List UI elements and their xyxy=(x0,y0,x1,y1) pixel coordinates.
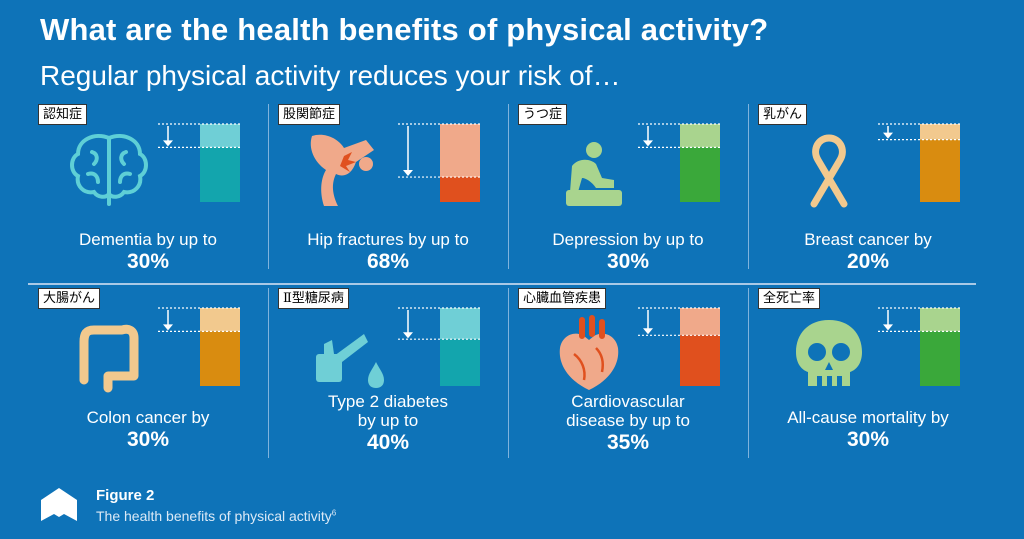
bar-reduced-segment xyxy=(200,308,240,332)
benefit-percent: 30% xyxy=(606,250,650,273)
japanese-label: 乳がん xyxy=(758,104,808,125)
down-arrow-icon xyxy=(163,140,173,147)
benefit-cell-breast: 乳がん Breast cancer by 20% xyxy=(748,104,988,284)
bar-remaining-segment xyxy=(440,177,480,202)
figure-caption-text: The health benefits of physical activity xyxy=(96,508,332,524)
benefit-caption: Dementia by up to xyxy=(79,230,217,249)
reduction-bar xyxy=(158,123,240,202)
ribbon-icon xyxy=(810,134,848,208)
reduction-bar xyxy=(398,123,480,202)
down-arrow-icon xyxy=(643,140,653,147)
down-arrow-icon xyxy=(643,328,653,335)
column-divider xyxy=(748,288,749,458)
glucose-test-icon xyxy=(316,334,384,388)
benefit-percent: 30% xyxy=(846,428,890,451)
bar-reduced-segment xyxy=(680,124,720,148)
bar-remaining-segment xyxy=(680,147,720,202)
benefit-percent: 35% xyxy=(606,431,650,454)
benefit-cell-dementia: 認知症 Dementia by up to 30% xyxy=(28,104,268,284)
column-divider xyxy=(508,104,509,269)
hip-joint-icon xyxy=(310,134,374,206)
benefit-cell-depression: うつ症 Depression by up to 30% xyxy=(508,104,748,284)
figure-reference: 6 xyxy=(331,508,337,518)
benefit-cell-hip: 股関節症 Hip fractures by up to 68% xyxy=(268,104,508,284)
sitting-person-icon xyxy=(566,142,622,206)
column-divider xyxy=(748,104,749,269)
bar-reduced-segment xyxy=(440,308,480,340)
bar-remaining-segment xyxy=(200,147,240,202)
bar-reduced-segment xyxy=(920,308,960,332)
japanese-label: 全死亡率 xyxy=(758,288,821,309)
benefit-percent: 68% xyxy=(366,250,410,273)
down-arrow-icon xyxy=(403,170,413,177)
page-subtitle: Regular physical activity reduces your r… xyxy=(40,60,621,91)
reduction-bar xyxy=(398,307,480,386)
benefit-cell-mortality: 全死亡率 All-cause mortality by 30% xyxy=(748,288,988,468)
benefit-caption: Type 2 diabetes xyxy=(327,392,449,411)
reduction-bar xyxy=(878,123,960,202)
japanese-label: Ⅱ型糖尿病 xyxy=(278,288,349,309)
benefit-caption: Cardiovascular xyxy=(571,392,685,411)
figure-label: Figure 2 xyxy=(96,487,155,504)
bar-reduced-segment xyxy=(680,308,720,336)
page-title: What are the health benefits of physical… xyxy=(40,12,769,47)
skull-icon xyxy=(796,320,862,386)
bar-remaining-segment xyxy=(440,339,480,386)
benefit-percent: 30% xyxy=(126,250,170,273)
bar-reduced-segment xyxy=(200,124,240,148)
benefit-caption: Colon cancer by xyxy=(86,408,210,427)
benefit-caption: Breast cancer by xyxy=(804,230,932,249)
benefit-caption: disease by up to xyxy=(566,411,690,430)
bar-remaining-segment xyxy=(200,331,240,386)
benefit-cell-diabetes: Ⅱ型糖尿病 Type 2 diabetes by up to 40% xyxy=(268,288,508,468)
column-divider xyxy=(508,288,509,458)
colon-icon xyxy=(79,324,139,393)
bar-remaining-segment xyxy=(920,139,960,202)
benefit-caption: Hip fractures by up to xyxy=(307,230,469,249)
reduction-bar xyxy=(638,123,720,202)
bar-reduced-segment xyxy=(440,124,480,178)
benefit-caption: Depression by up to xyxy=(552,230,704,249)
reduction-bar xyxy=(158,307,240,386)
logo-icon xyxy=(41,488,77,521)
reduction-bar xyxy=(878,307,960,386)
bar-remaining-segment xyxy=(680,335,720,386)
heart-icon xyxy=(559,315,619,390)
japanese-label: うつ症 xyxy=(518,104,568,125)
japanese-label: 認知症 xyxy=(38,104,88,125)
down-arrow-icon xyxy=(883,132,893,139)
down-arrow-icon xyxy=(883,324,893,331)
figure-caption: The health benefits of physical activity… xyxy=(96,508,336,524)
benefit-percent: 40% xyxy=(366,431,410,454)
benefit-percent: 20% xyxy=(846,250,890,273)
japanese-label: 心臓血管疾患 xyxy=(518,288,607,309)
brain-icon xyxy=(70,134,148,206)
column-divider xyxy=(268,104,269,269)
bar-reduced-segment xyxy=(920,124,960,140)
column-divider xyxy=(268,288,269,458)
benefit-cell-colon: 大腸がん Colon cancer by 30% xyxy=(28,288,268,468)
japanese-label: 股関節症 xyxy=(278,104,341,125)
japanese-label: 大腸がん xyxy=(38,288,101,309)
down-arrow-icon xyxy=(163,324,173,331)
row-divider xyxy=(28,283,976,285)
reduction-bar xyxy=(638,307,720,386)
benefit-caption: All-cause mortality by xyxy=(787,408,949,427)
down-arrow-icon xyxy=(403,332,413,339)
benefit-cell-cardio: 心臓血管疾患 Cardiovascular disease by up to 35% xyxy=(508,288,748,468)
benefit-percent: 30% xyxy=(126,428,170,451)
benefit-caption: by up to xyxy=(357,411,419,430)
bar-remaining-segment xyxy=(920,331,960,386)
